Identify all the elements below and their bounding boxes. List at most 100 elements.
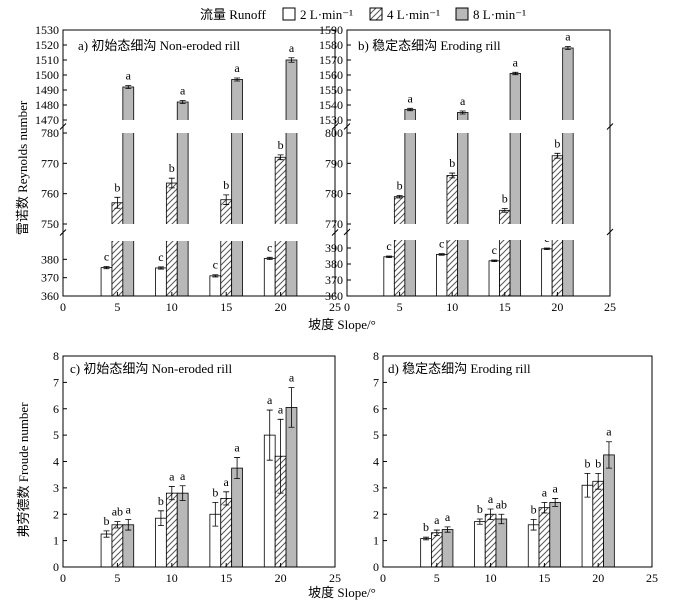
- x-tick-label-a-10: 10: [166, 300, 178, 314]
- x-tick-label-c-25: 25: [329, 571, 341, 585]
- bar-d-8lmin-slope5: [441, 529, 454, 568]
- significance-letter-b-4lmin-slope5: b: [397, 178, 403, 192]
- significance-letter-c-4lmin-slope15: a: [224, 475, 230, 489]
- significance-letter-c-2lmin-slope5: b: [104, 514, 110, 528]
- significance-letter-d-4lmin-slope20: b: [595, 456, 601, 470]
- bar-a-8lmin-slope20: [285, 59, 298, 297]
- legend-label-8lmin: 8 L·min⁻¹: [473, 7, 526, 22]
- panel-b-title: b) 稳定态细沟 Eroding rill: [358, 38, 501, 53]
- x-tick-label-c-5: 5: [114, 571, 120, 585]
- error-bar-d-8lmin-slope20: [605, 441, 612, 469]
- error-bar-d-2lmin-slope5: [423, 536, 430, 541]
- significance-letter-c-2lmin-slope15: b: [212, 485, 218, 499]
- panel-d-title: d) 稳定态细沟 Eroding rill: [388, 361, 531, 376]
- bar-a-2lmin-slope15: [209, 275, 222, 297]
- significance-letter-a-2lmin-slope15: c: [213, 258, 218, 272]
- error-bar-d-4lmin-slope5: [433, 529, 440, 536]
- y-tick-label-b-780: 780: [325, 187, 343, 201]
- y-tick-label-d-0: 0: [373, 560, 379, 574]
- error-bar-d-4lmin-slope20: [595, 472, 602, 490]
- x-tick-label-a-0: 0: [60, 300, 66, 314]
- bar-d-4lmin-slope15: [538, 507, 551, 568]
- axis-break-band-a-2: [64, 120, 334, 133]
- y-tick-label-a-780: 780: [41, 126, 59, 140]
- x-tick-label-b-10: 10: [446, 300, 458, 314]
- significance-letter-d-2lmin-slope10: b: [477, 502, 483, 516]
- bar-d-4lmin-slope10: [484, 513, 497, 568]
- y-tick-label-c-2: 2: [53, 507, 59, 521]
- x-tick-label-b-25: 25: [604, 300, 616, 314]
- bar-a-2lmin-slope10: [155, 267, 167, 297]
- error-bar-c-4lmin-slope5: [114, 521, 121, 529]
- error-bar-b-8lmin-slope10: [459, 110, 466, 115]
- panel-b: ccccbbbbaaaa0510152025360370380390770780…: [319, 23, 616, 314]
- significance-letter-b-8lmin-slope15: a: [513, 55, 519, 69]
- y-tick-label-a-370: 370: [41, 271, 59, 285]
- error-bar-b-8lmin-slope20: [564, 46, 571, 50]
- bar-d-8lmin-slope20: [603, 454, 615, 568]
- bar-c-2lmin-slope5: [100, 533, 113, 568]
- significance-letter-b-2lmin-slope15: c: [492, 243, 497, 257]
- y-tick-label-a-1530: 1530: [35, 23, 59, 37]
- error-bar-b-8lmin-slope15: [512, 71, 519, 76]
- significance-letter-a-8lmin-slope20: a: [289, 41, 295, 55]
- significance-letter-d-4lmin-slope10: a: [488, 492, 494, 506]
- error-bar-b-4lmin-slope10: [449, 172, 456, 179]
- x-tick-label-d-15: 15: [538, 571, 550, 585]
- panel-a-title: a) 初始态细沟 Non-eroded rill: [78, 38, 240, 53]
- legend-label-4lmin: 4 L·min⁻¹: [387, 7, 440, 22]
- x-tick-label-c-0: 0: [60, 571, 66, 585]
- bar-c-4lmin-slope15: [220, 498, 233, 568]
- y-tick-label-c-8: 8: [53, 349, 59, 363]
- significance-letter-d-2lmin-slope5: b: [423, 520, 429, 534]
- bar-b-8lmin-slope10: [457, 112, 469, 297]
- error-bar-a-4lmin-slope5: [114, 196, 121, 209]
- error-bar-c-8lmin-slope5: [125, 519, 132, 531]
- bar-d-4lmin-slope5: [431, 532, 443, 568]
- y-tick-label-b-390: 390: [325, 241, 343, 255]
- significance-letter-a-4lmin-slope20: b: [278, 138, 284, 152]
- bar-c-8lmin-slope15: [231, 467, 243, 568]
- significance-letter-c-4lmin-slope20: a: [278, 402, 284, 416]
- bar-c-4lmin-slope10: [165, 492, 178, 568]
- error-bar-c-4lmin-slope10: [168, 486, 175, 501]
- top-x-axis-label: 坡度 Slope/°: [308, 317, 376, 332]
- significance-letter-c-8lmin-slope20: a: [289, 371, 295, 385]
- error-bar-b-8lmin-slope5: [407, 107, 414, 112]
- error-bar-a-4lmin-slope15: [223, 194, 230, 205]
- y-tick-label-b-1560: 1560: [319, 68, 343, 82]
- y-tick-label-d-6: 6: [373, 402, 379, 416]
- significance-letter-a-2lmin-slope10: c: [158, 250, 163, 264]
- significance-letter-a-8lmin-slope10: a: [180, 84, 186, 98]
- significance-letter-c-4lmin-slope10: a: [169, 470, 175, 484]
- error-bar-c-2lmin-slope15: [212, 501, 219, 527]
- significance-letter-a-2lmin-slope20: c: [267, 240, 272, 254]
- error-bar-d-2lmin-slope10: [476, 518, 483, 525]
- y-tick-label-b-1580: 1580: [319, 38, 343, 52]
- y-tick-label-c-4: 4: [53, 455, 59, 469]
- significance-letter-d-8lmin-slope5: a: [445, 510, 451, 524]
- y-tick-label-a-1490: 1490: [35, 83, 59, 97]
- error-bar-a-2lmin-slope15: [212, 274, 219, 278]
- significance-letter-c-4lmin-slope5: ab: [112, 505, 123, 519]
- y-tick-label-b-1590: 1590: [319, 23, 343, 37]
- error-bar-b-2lmin-slope20: [543, 247, 550, 250]
- x-tick-label-d-10: 10: [485, 571, 497, 585]
- significance-letter-c-2lmin-slope10: b: [158, 494, 164, 508]
- x-tick-label-a-15: 15: [220, 300, 232, 314]
- error-bar-c-4lmin-slope20: [277, 418, 284, 494]
- x-tick-label-d-0: 0: [380, 571, 386, 585]
- significance-letter-a-4lmin-slope15: b: [223, 178, 229, 192]
- bar-a-8lmin-slope5: [122, 86, 135, 297]
- bar-c-8lmin-slope5: [122, 524, 135, 568]
- bar-a-4lmin-slope5: [111, 202, 124, 297]
- significance-letter-d-2lmin-slope15: b: [531, 503, 537, 517]
- y-tick-label-b-770: 770: [325, 217, 343, 231]
- bar-a-2lmin-slope5: [100, 267, 113, 297]
- y-tick-label-b-1570: 1570: [319, 53, 343, 67]
- y-tick-label-b-360: 360: [325, 289, 343, 303]
- significance-letter-b-2lmin-slope5: c: [386, 239, 391, 253]
- x-tick-label-b-0: 0: [344, 300, 350, 314]
- error-bar-d-4lmin-slope15: [541, 501, 548, 514]
